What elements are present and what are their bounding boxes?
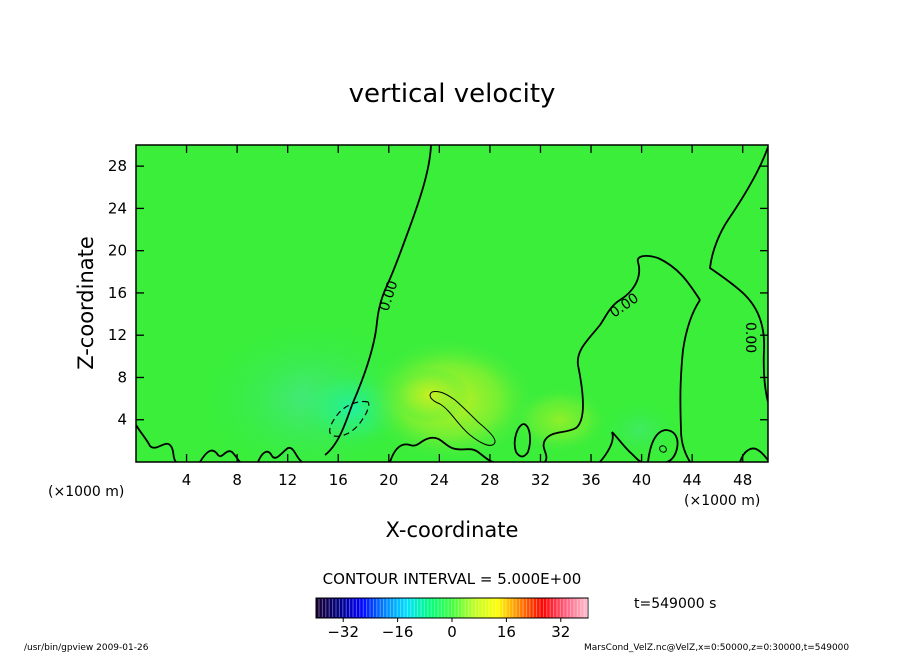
colorbar-stripes bbox=[318, 599, 589, 617]
y-tick-label: 28 bbox=[108, 157, 127, 175]
contour-negative bbox=[329, 400, 370, 437]
x-tick-label: 20 bbox=[379, 471, 398, 489]
y-axis: 4 8 12 16 20 24 28 bbox=[108, 157, 768, 429]
x-axis-label: X-coordinate bbox=[386, 518, 519, 542]
field-cool-right bbox=[600, 400, 680, 460]
field-warm-right bbox=[510, 385, 610, 455]
x-tick-label: 4 bbox=[182, 471, 192, 489]
y-tick-label: 20 bbox=[108, 242, 127, 260]
x-tick-label: 28 bbox=[480, 471, 499, 489]
footer-right: MarsCond_VelZ.nc@VelZ,x=0:50000,z=0:3000… bbox=[584, 643, 849, 653]
chart-title: vertical velocity bbox=[349, 79, 556, 109]
x-tick-label: 44 bbox=[683, 471, 702, 489]
colorbar-tick-label: 0 bbox=[447, 623, 457, 641]
x-tick-label: 40 bbox=[632, 471, 651, 489]
y-tick-label: 12 bbox=[108, 326, 127, 344]
colorbar-tick-label: −16 bbox=[382, 623, 414, 641]
y-tick-label: 4 bbox=[117, 411, 127, 429]
time-label: t=549000 s bbox=[634, 596, 716, 612]
heatmap-field: 0.00 0.00 0.00 bbox=[136, 145, 768, 462]
plot-frame bbox=[135, 144, 769, 463]
contour-interval: CONTOUR INTERVAL = 5.000E+00 bbox=[323, 570, 582, 588]
contour-zero bbox=[136, 145, 768, 462]
footer-left: /usr/bin/gpview 2009-01-26 bbox=[24, 643, 149, 653]
x-tick-label: 36 bbox=[581, 471, 600, 489]
x-tick-label: 8 bbox=[232, 471, 242, 489]
colorbar-ticks: −32 −16 0 16 32 bbox=[327, 618, 570, 641]
y-axis-label: Z-coordinate bbox=[74, 236, 98, 370]
y-tick-label: 16 bbox=[108, 284, 127, 302]
x-tick-label: 24 bbox=[430, 471, 449, 489]
colorbar-tick-label: −32 bbox=[327, 623, 359, 641]
x-unit-right: (×1000 m) bbox=[684, 493, 760, 509]
colorbar-tick-label: 32 bbox=[551, 623, 570, 641]
x-tick-label: 32 bbox=[531, 471, 550, 489]
colorbar-tick-label: 16 bbox=[497, 623, 516, 641]
contour-positive bbox=[429, 391, 667, 453]
x-unit-left: (×1000 m) bbox=[48, 484, 124, 500]
x-tick-label: 48 bbox=[733, 471, 752, 489]
x-tick-label: 16 bbox=[329, 471, 348, 489]
x-tick-label: 12 bbox=[278, 471, 297, 489]
contour-label: 0.00 bbox=[742, 322, 758, 353]
y-tick-label: 8 bbox=[117, 368, 127, 386]
y-tick-label: 24 bbox=[108, 199, 127, 217]
x-axis: 4 8 12 16 20 24 28 32 36 40 44 48 bbox=[182, 145, 752, 489]
